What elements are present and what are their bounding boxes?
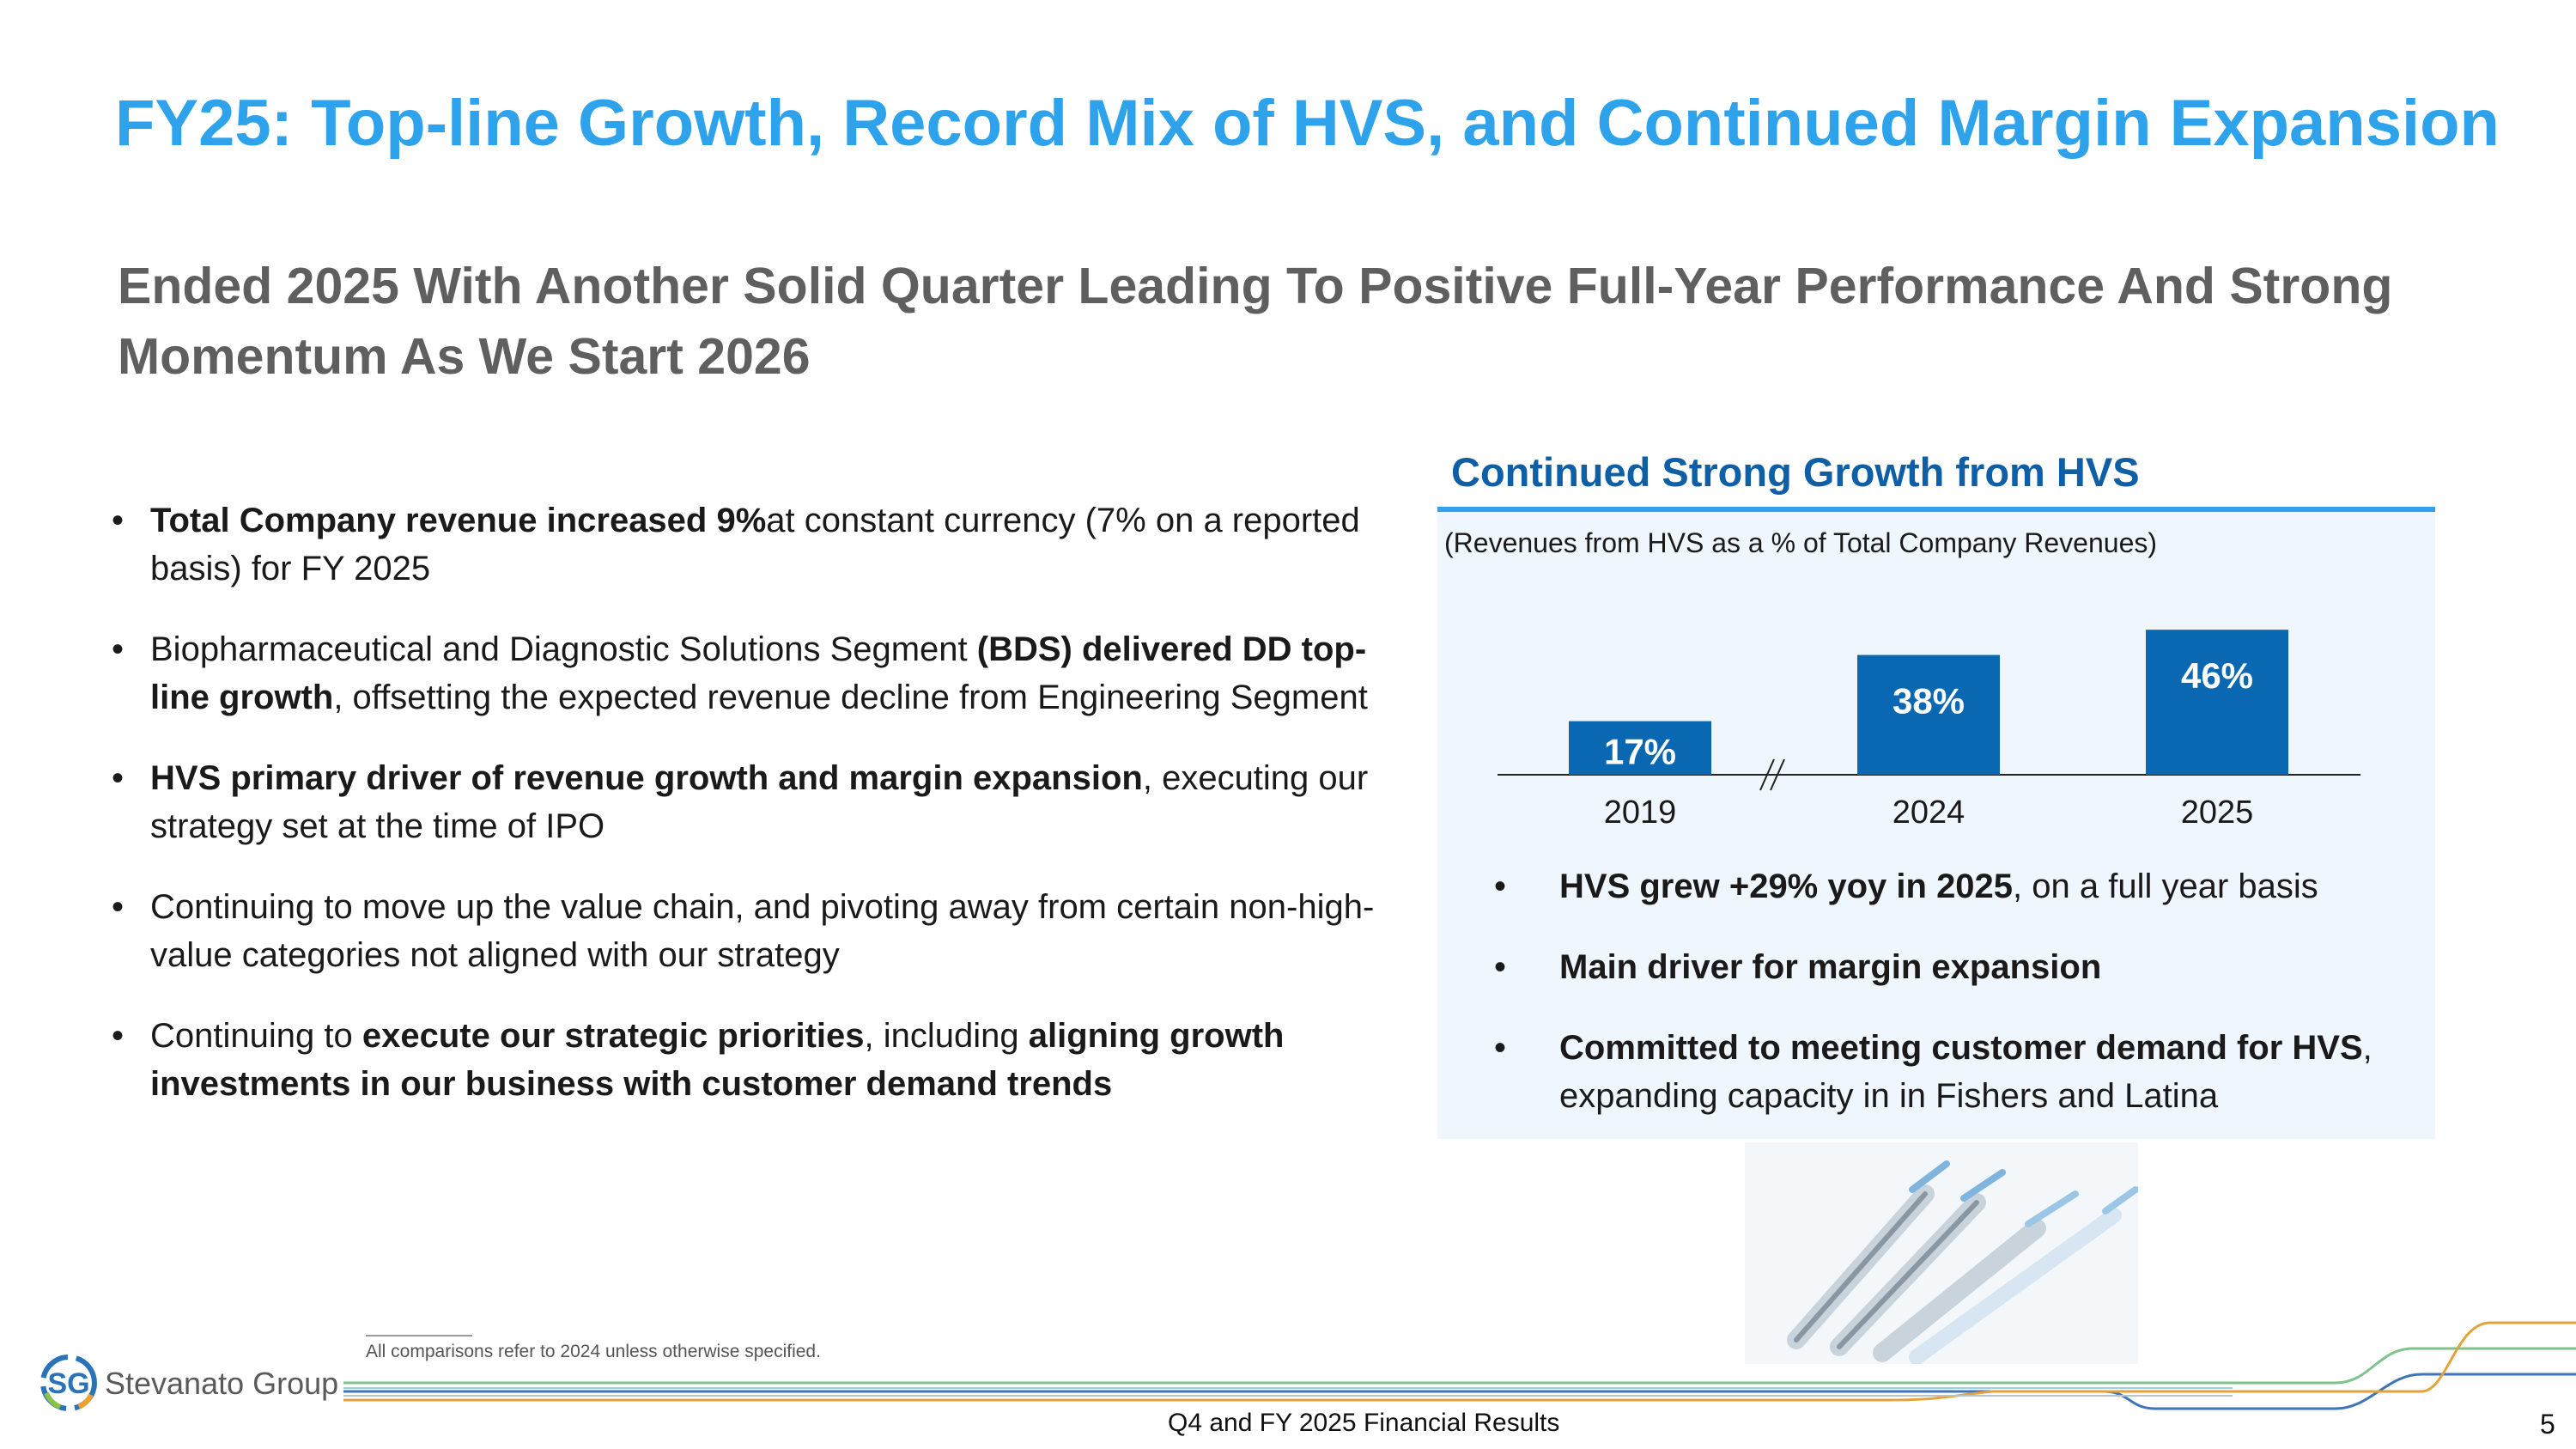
- chart-value-label: 46%: [2181, 655, 2253, 696]
- bullet-text: Biopharmaceutical and Diagnostic Solutio…: [150, 630, 977, 668]
- chart-bar-2024: [1857, 654, 2000, 775]
- bullet-item: Total Company revenue increased 9%at con…: [112, 496, 1400, 593]
- syringe-product-image: [1745, 1142, 2138, 1364]
- logo-name: Stevanato Group: [105, 1366, 339, 1401]
- bullet-text: Continuing to: [150, 1017, 362, 1055]
- bullet-text: at constant currency (7% on a reported b…: [150, 502, 1360, 588]
- hvs-bullet-item: Main driver for margin expansion: [1494, 943, 2421, 991]
- chart-value-label: 38%: [1893, 681, 1965, 721]
- bullet-bold-text: Total Company revenue increased 9%: [150, 502, 767, 539]
- hvs-panel-title: Continued Strong Growth from HVS: [1451, 449, 2140, 495]
- bullet-item: HVS primary driver of revenue growth and…: [112, 754, 1400, 850]
- chart-axis-break: [1759, 758, 1775, 791]
- hvs-panel-rule: [1437, 507, 2435, 512]
- slide-title: FY25: Top-line Growth, Record Mix of HVS…: [115, 87, 2500, 160]
- footnote: All comparisons refer to 2024 unless oth…: [366, 1342, 821, 1361]
- chart-axis-break: [1770, 758, 1785, 791]
- bullet-text: Continuing to move up the value chain, a…: [150, 888, 1375, 974]
- footer-decorative-lines: [343, 1321, 2576, 1410]
- chart-bar-2019: [1569, 721, 1711, 775]
- footer-text: Q4 and FY 2025 Financial Results: [1168, 1409, 1560, 1437]
- bullet-bold-text: (BDS) delivered DD top-line growth: [150, 630, 1367, 716]
- bullet-bold-text: Main driver for margin expansion: [1559, 948, 2102, 986]
- logo-mark: SG: [47, 1367, 89, 1400]
- bullet-text: , expanding capacity in in Fishers and L…: [1559, 1029, 2372, 1115]
- bullet-bold-text: execute our strategic priorities: [361, 1017, 865, 1055]
- slide-subtitle: Ended 2025 With Another Solid Quarter Le…: [118, 258, 2393, 385]
- bullet-item: Continuing to execute our strategic prio…: [112, 1012, 1400, 1108]
- chart-category-label: 2024: [1893, 795, 1965, 831]
- hvs-bullet-item: Committed to meeting customer demand for…: [1494, 1024, 2421, 1120]
- bullet-text: , including: [864, 1017, 1029, 1055]
- footnote-rule: [366, 1335, 472, 1336]
- bullet-bold-text: HVS grew +29% yoy in 2025: [1559, 868, 2014, 905]
- hvs-bullet-list: HVS grew +29% yoy in 2025, on a full yea…: [1494, 862, 2421, 1153]
- bullet-item: Continuing to move up the value chain, a…: [112, 883, 1400, 979]
- bullet-text: , on a full year basis: [2013, 868, 2318, 905]
- page-number: 5: [2540, 1409, 2555, 1440]
- bullet-bold-text: HVS primary driver of revenue growth and…: [150, 759, 1143, 797]
- bullet-item: Biopharmaceutical and Diagnostic Solutio…: [112, 625, 1400, 721]
- bullet-text: , offsetting the expected revenue declin…: [333, 679, 1368, 716]
- stevanato-logo: SG: [40, 1355, 97, 1411]
- bullet-bold-text: aligning growth investments in our busin…: [150, 1017, 1285, 1103]
- hvs-bullet-item: HVS grew +29% yoy in 2025, on a full yea…: [1494, 862, 2421, 910]
- chart-category-label: 2025: [2181, 795, 2254, 831]
- bullet-bold-text: Committed to meeting customer demand for…: [1559, 1029, 2363, 1067]
- chart-category-label: 2019: [1604, 795, 1677, 831]
- chart-caption: (Revenues from HVS as a % of Total Compa…: [1444, 527, 2158, 558]
- chart-bar-2025: [2146, 630, 2288, 775]
- chart-value-label: 17%: [1604, 732, 1676, 772]
- hvs-bar-chart: 17% 2019 38% 2024 46% 2025: [1498, 630, 2360, 831]
- bullet-text: , executing our strategy set at the time…: [150, 759, 1369, 845]
- bullet-list: Total Company revenue increased 9%at con…: [112, 496, 1400, 1141]
